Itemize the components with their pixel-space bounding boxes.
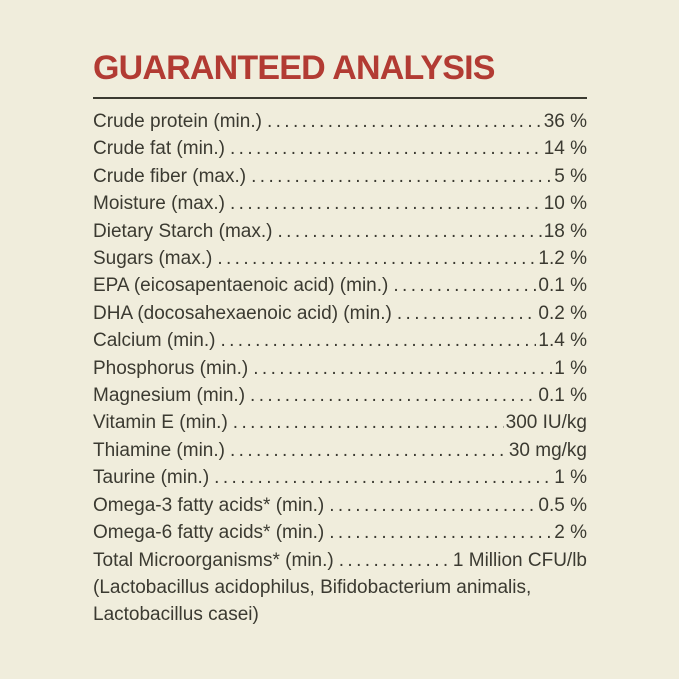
nutrient-label: DHA (docosahexaenoic acid) (min.)	[93, 302, 392, 324]
analysis-row: Crude fiber (max.) 5 %	[93, 163, 587, 190]
nutrient-label: Omega-3 fatty acids* (min.)	[93, 494, 325, 516]
nutrient-value: 0.1 %	[538, 385, 587, 407]
nutrient-label: Crude protein (min.)	[93, 111, 262, 132]
nutrient-value: 18 %	[543, 220, 587, 242]
divider-rule	[93, 97, 587, 99]
analysis-row: Omega-3 fatty acids* (min.) 0.5 %	[93, 492, 587, 519]
nutrient-value: 0.5 %	[538, 494, 587, 516]
footnote-line: (Lactobacillus acidophilus, Bifidobacter…	[93, 576, 532, 598]
nutrient-label: Phosphorus (min.)	[93, 357, 249, 379]
nutrient-value: 1 %	[554, 357, 587, 379]
dot-leader	[214, 464, 552, 491]
nutrient-label: Omega-6 fatty acids* (min.)	[93, 522, 325, 544]
nutrient-label: Moisture (max.)	[93, 193, 225, 215]
nutrient-value: 1.4 %	[538, 330, 587, 352]
analysis-row: Thiamine (min.) 30 mg/kg	[93, 437, 587, 464]
nutrient-value: 1 %	[554, 467, 587, 489]
dot-leader	[220, 327, 536, 354]
analysis-row: Crude fat (min.) 14 %	[93, 135, 587, 162]
nutrient-value: 2 %	[554, 522, 587, 544]
nutrient-label: Total Microorganisms* (min.)	[93, 549, 334, 571]
nutrient-value: 36 %	[543, 111, 587, 132]
dot-leader	[233, 409, 504, 436]
dot-leader	[339, 547, 451, 574]
analysis-row: Moisture (max.) 10 %	[93, 190, 587, 217]
dot-leader	[230, 437, 507, 464]
footnote-line: Lactobacillus casei)	[93, 604, 259, 626]
dot-leader	[217, 245, 536, 272]
nutrient-label: EPA (eicosapentaenoic acid) (min.)	[93, 275, 389, 297]
nutrient-value: 10 %	[543, 193, 587, 215]
guaranteed-analysis-panel: GUARANTEED ANALYSIS Crude protein (min.)…	[93, 50, 587, 629]
analysis-row: EPA (eicosapentaenoic acid) (min.) 0.1 %	[93, 272, 587, 299]
nutrient-value: 1.2 %	[538, 248, 587, 270]
dot-leader	[267, 108, 542, 135]
nutrient-label: Dietary Starch (max.)	[93, 220, 273, 242]
dot-leader	[397, 300, 537, 327]
nutrient-label: Calcium (min.)	[93, 330, 216, 352]
nutrient-value: 300 IU/kg	[505, 412, 587, 434]
nutrient-value: 5 %	[554, 165, 587, 187]
dot-leader	[329, 519, 552, 546]
nutrient-label: Magnesium (min.)	[93, 385, 246, 407]
nutrient-label: Crude fat (min.)	[93, 138, 225, 160]
analysis-row: Magnesium (min.) 0.1 %	[93, 382, 587, 409]
dot-leader	[251, 163, 552, 190]
nutrient-label: Taurine (min.)	[93, 467, 210, 489]
nutrient-label: Vitamin E (min.)	[93, 412, 228, 434]
analysis-row: Crude protein (min.) 36 %	[93, 108, 587, 135]
dot-leader	[253, 355, 552, 382]
analysis-row: Calcium (min.) 1.4 %	[93, 327, 587, 354]
dot-leader	[277, 218, 541, 245]
nutrient-label: Sugars (max.)	[93, 248, 213, 270]
nutrient-label: Thiamine (min.)	[93, 439, 225, 461]
dot-leader	[393, 272, 536, 299]
dot-leader	[230, 190, 542, 217]
analysis-row: Phosphorus (min.) 1 %	[93, 355, 587, 382]
nutrient-value: 0.1 %	[538, 275, 587, 297]
analysis-table: Crude protein (min.) 36 % Crude fat (min…	[93, 108, 587, 574]
analysis-row: Total Microorganisms* (min.) 1 Million C…	[93, 547, 587, 574]
analysis-row: Omega-6 fatty acids* (min.) 2 %	[93, 519, 587, 546]
page-title: GUARANTEED ANALYSIS	[93, 49, 495, 87]
analysis-row: Taurine (min.) 1 %	[93, 464, 587, 491]
nutrient-value: 1 Million CFU/lb	[452, 549, 587, 571]
analysis-row: DHA (docosahexaenoic acid) (min.) 0.2 %	[93, 300, 587, 327]
dot-leader	[230, 135, 542, 162]
nutrient-value: 0.2 %	[538, 302, 587, 324]
nutrient-label: Crude fiber (max.)	[93, 165, 247, 187]
dot-leader	[250, 382, 536, 409]
nutrient-value: 30 mg/kg	[508, 439, 587, 461]
dot-leader	[329, 492, 536, 519]
probiotics-footnote: (Lactobacillus acidophilus, Bifidobacter…	[93, 574, 587, 629]
analysis-row: Sugars (max.) 1.2 %	[93, 245, 587, 272]
analysis-row: Vitamin E (min.) 300 IU/kg	[93, 409, 587, 436]
analysis-row: Dietary Starch (max.) 18 %	[93, 218, 587, 245]
nutrient-value: 14 %	[543, 138, 587, 160]
